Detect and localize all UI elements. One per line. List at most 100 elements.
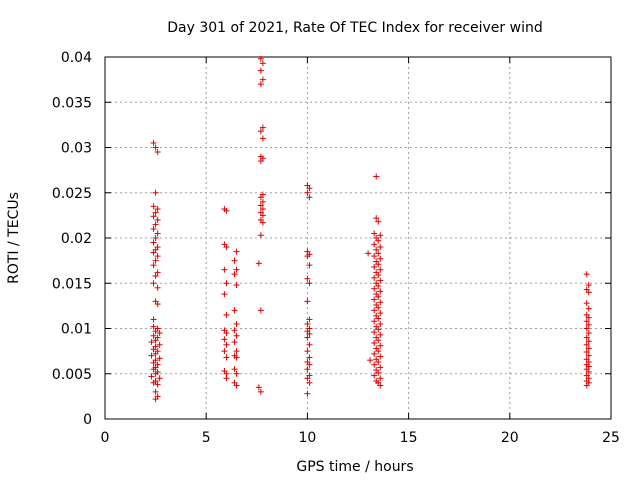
data-point bbox=[306, 361, 313, 368]
data-point bbox=[371, 329, 378, 336]
data-point bbox=[583, 300, 590, 307]
data-point bbox=[375, 348, 382, 355]
y-tick-label: 0.01 bbox=[61, 322, 92, 338]
data-point bbox=[377, 353, 384, 360]
data-point bbox=[375, 326, 382, 333]
data-point bbox=[585, 368, 592, 375]
data-point bbox=[223, 207, 230, 214]
data-point bbox=[152, 350, 159, 357]
data-point bbox=[371, 350, 378, 357]
data-point bbox=[377, 310, 384, 317]
data-point bbox=[221, 291, 228, 298]
y-tick-label: 0.015 bbox=[52, 276, 92, 292]
data-point bbox=[257, 388, 264, 395]
plot-frame bbox=[104, 56, 612, 420]
x-axis-label: GPS time / hours bbox=[296, 459, 413, 475]
data-point bbox=[371, 296, 378, 303]
data-point bbox=[304, 275, 311, 282]
data-point bbox=[377, 375, 384, 382]
data-point bbox=[150, 262, 157, 269]
data-point bbox=[306, 379, 313, 386]
data-point bbox=[583, 341, 590, 348]
data-point bbox=[257, 202, 264, 209]
data-point bbox=[371, 307, 378, 314]
data-point bbox=[257, 232, 264, 239]
data-point bbox=[156, 330, 163, 337]
data-point bbox=[377, 277, 384, 284]
data-point bbox=[259, 124, 266, 131]
data-point bbox=[150, 225, 157, 232]
data-point bbox=[583, 318, 590, 325]
x-tick-label: 25 bbox=[602, 430, 620, 446]
data-point bbox=[156, 355, 163, 362]
data-point bbox=[375, 250, 382, 257]
data-point bbox=[223, 330, 230, 337]
data-point bbox=[259, 212, 266, 219]
data-point bbox=[373, 215, 380, 222]
chart-title: Day 301 of 2021, Rate Of TEC Index for r… bbox=[167, 20, 542, 36]
data-point bbox=[375, 358, 382, 365]
data-point bbox=[150, 366, 157, 373]
data-point bbox=[150, 239, 157, 246]
data-point bbox=[585, 289, 592, 296]
data-point bbox=[259, 60, 266, 67]
data-point bbox=[152, 396, 159, 403]
data-point bbox=[377, 299, 384, 306]
x-tick-label: 0 bbox=[101, 430, 110, 446]
data-point bbox=[377, 255, 384, 262]
data-points bbox=[148, 55, 592, 403]
data-point bbox=[375, 282, 382, 289]
data-point bbox=[377, 232, 384, 239]
data-point bbox=[306, 194, 313, 201]
data-point bbox=[257, 55, 264, 62]
data-point bbox=[377, 320, 384, 327]
data-point bbox=[152, 209, 159, 216]
data-point bbox=[583, 325, 590, 332]
data-point bbox=[255, 260, 262, 267]
data-point bbox=[585, 305, 592, 312]
data-point bbox=[154, 253, 161, 260]
data-point bbox=[367, 357, 374, 364]
data-point bbox=[585, 321, 592, 328]
data-point bbox=[231, 327, 238, 334]
grid-lines bbox=[105, 57, 611, 419]
x-tick-label: 5 bbox=[202, 430, 211, 446]
data-point bbox=[583, 349, 590, 356]
data-point bbox=[375, 218, 382, 225]
data-point bbox=[304, 189, 311, 196]
data-point bbox=[371, 285, 378, 292]
y-axis-label: ROTI / TECUs bbox=[6, 192, 22, 284]
data-point bbox=[257, 128, 264, 135]
data-point bbox=[306, 262, 313, 269]
y-tick-label: 0.04 bbox=[61, 50, 92, 66]
data-point bbox=[585, 314, 592, 321]
data-point bbox=[306, 280, 313, 287]
data-point bbox=[583, 382, 590, 389]
data-point bbox=[231, 271, 238, 278]
data-point bbox=[375, 293, 382, 300]
data-point bbox=[148, 373, 155, 380]
data-point bbox=[257, 307, 264, 314]
data-point bbox=[259, 206, 266, 213]
data-point bbox=[304, 366, 311, 373]
data-point bbox=[304, 348, 311, 355]
data-point bbox=[259, 198, 266, 205]
data-point bbox=[375, 261, 382, 268]
x-tick-label: 10 bbox=[298, 430, 316, 446]
data-point bbox=[306, 330, 313, 337]
data-point bbox=[233, 354, 240, 361]
data-point bbox=[150, 316, 157, 323]
data-point bbox=[371, 230, 378, 237]
data-point bbox=[585, 282, 592, 289]
y-tick-label: 0.02 bbox=[61, 231, 92, 247]
data-point bbox=[371, 372, 378, 379]
data-point bbox=[371, 263, 378, 270]
data-point bbox=[221, 266, 228, 273]
data-point bbox=[223, 341, 230, 348]
data-point bbox=[152, 370, 159, 377]
data-point bbox=[377, 382, 384, 389]
data-point bbox=[233, 282, 240, 289]
data-point bbox=[150, 280, 157, 287]
data-point bbox=[233, 320, 240, 327]
